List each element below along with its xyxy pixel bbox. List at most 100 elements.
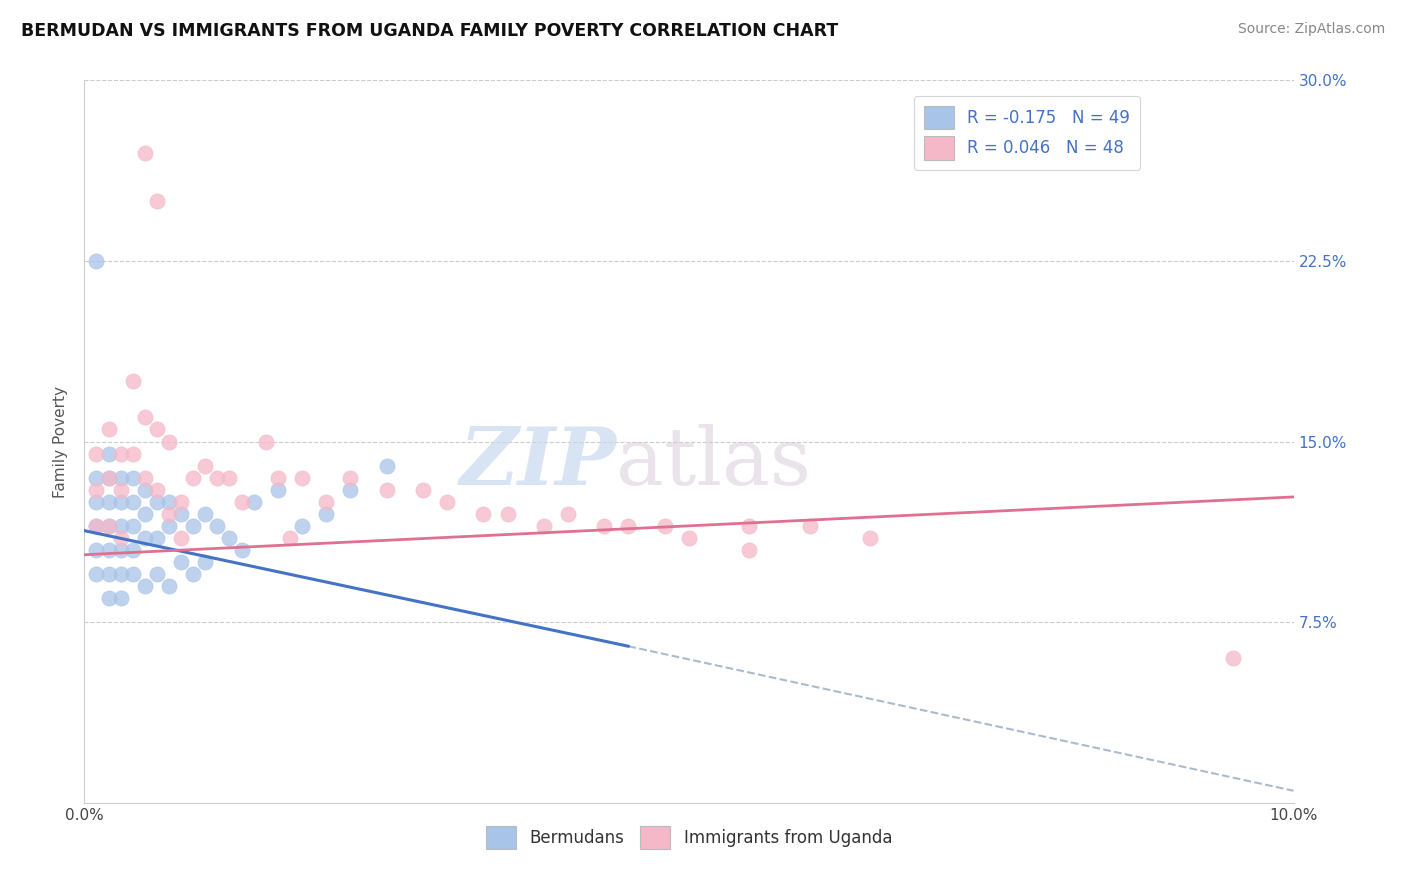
Point (121, 542, 143, 557)
Point (472, 507, 495, 521)
Point (207, 470, 229, 484)
Text: BERMUDAN VS IMMIGRANTS FROM UGANDA FAMILY POVERTY CORRELATION CHART: BERMUDAN VS IMMIGRANTS FROM UGANDA FAMIL… (21, 22, 838, 40)
Point (121, 374, 143, 388)
Point (86, 518, 108, 533)
Point (218, 531, 240, 545)
Point (110, 494, 132, 508)
Point (86, 494, 108, 508)
Point (593, 518, 616, 533)
Point (97, 567, 120, 582)
Point (678, 531, 700, 545)
Point (170, 531, 193, 545)
Point (97, 470, 120, 484)
Point (170, 555, 193, 569)
Point (97, 470, 120, 484)
Point (194, 555, 217, 569)
Point (157, 579, 180, 593)
Point (97, 422, 120, 436)
Point (110, 531, 132, 545)
Legend: Bermudans, Immigrants from Uganda: Bermudans, Immigrants from Uganda (479, 819, 898, 856)
Point (134, 483, 156, 497)
Point (146, 422, 169, 436)
Point (86, 446, 108, 460)
Point (375, 458, 398, 473)
Point (134, 507, 156, 521)
Point (218, 470, 240, 484)
Point (339, 470, 361, 484)
Point (859, 531, 882, 545)
Point (86, 483, 108, 497)
Point (146, 194, 169, 208)
Point (799, 518, 821, 533)
Point (254, 434, 277, 449)
Point (496, 507, 519, 521)
Point (315, 507, 337, 521)
Point (97, 591, 120, 605)
Point (194, 507, 217, 521)
Point (86, 470, 108, 484)
Point (654, 518, 676, 533)
Point (110, 542, 132, 557)
Point (97, 518, 120, 533)
Point (86, 567, 108, 582)
Point (121, 470, 143, 484)
Point (110, 483, 132, 497)
Point (146, 494, 169, 508)
Point (97, 446, 120, 460)
Point (110, 567, 132, 582)
Point (267, 470, 290, 484)
Point (157, 434, 180, 449)
Point (97, 518, 120, 533)
Point (339, 483, 361, 497)
Point (134, 410, 156, 425)
Point (181, 518, 204, 533)
Text: atlas: atlas (616, 425, 811, 502)
Point (97, 494, 120, 508)
Point (110, 470, 132, 484)
Point (267, 483, 290, 497)
Point (146, 531, 169, 545)
Point (134, 531, 156, 545)
Point (291, 470, 314, 484)
Point (110, 518, 132, 533)
Point (412, 483, 434, 497)
Point (121, 567, 143, 582)
Point (207, 518, 229, 533)
Point (291, 518, 314, 533)
Point (436, 494, 458, 508)
Point (231, 494, 253, 508)
Point (181, 567, 204, 582)
Point (738, 518, 761, 533)
Point (121, 494, 143, 508)
Y-axis label: Family Poverty: Family Poverty (53, 385, 69, 498)
Text: Source: ZipAtlas.com: Source: ZipAtlas.com (1237, 22, 1385, 37)
Text: ZIP: ZIP (460, 425, 616, 502)
Point (617, 518, 640, 533)
Point (242, 494, 264, 508)
Point (146, 567, 169, 582)
Point (557, 507, 579, 521)
Point (170, 507, 193, 521)
Point (86, 542, 108, 557)
Point (146, 483, 169, 497)
Point (110, 591, 132, 605)
Point (121, 518, 143, 533)
Point (194, 458, 217, 473)
Point (181, 470, 204, 484)
Point (86, 518, 108, 533)
Point (110, 446, 132, 460)
Point (157, 507, 180, 521)
Point (157, 494, 180, 508)
Point (1222, 651, 1244, 665)
Point (134, 579, 156, 593)
Point (121, 446, 143, 460)
Point (134, 470, 156, 484)
Point (278, 531, 301, 545)
Point (533, 518, 555, 533)
Point (86, 253, 108, 268)
Point (231, 542, 253, 557)
Point (157, 518, 180, 533)
Point (170, 494, 193, 508)
Point (134, 145, 156, 160)
Point (375, 483, 398, 497)
